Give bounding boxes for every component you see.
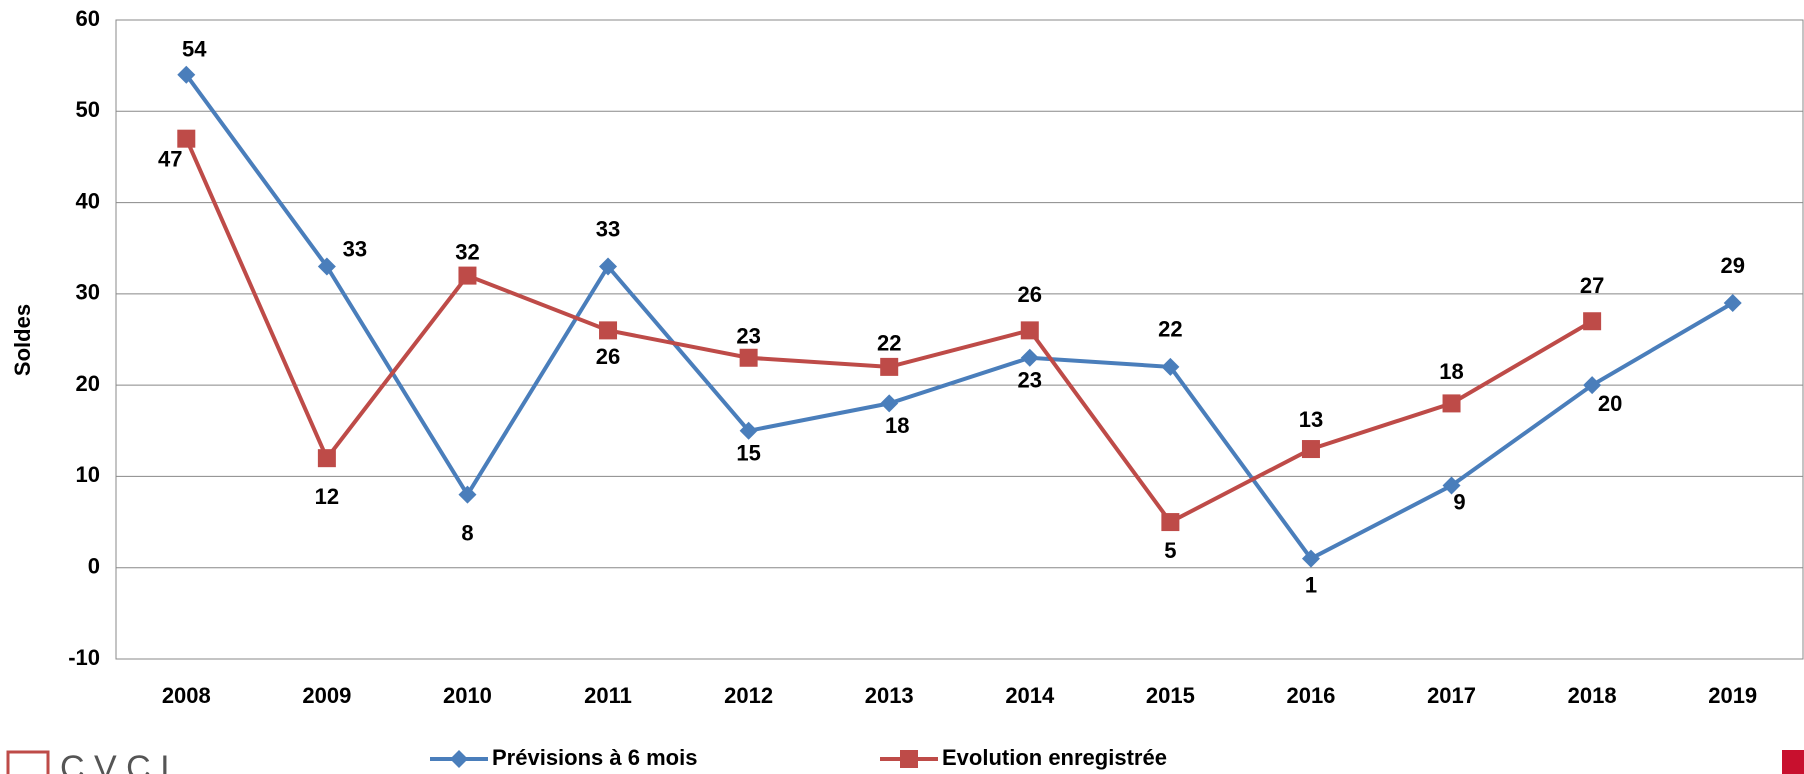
data-label: 9 [1453, 489, 1465, 514]
data-label: 33 [596, 216, 620, 241]
data-label: 18 [885, 413, 909, 438]
series-line [184, 73, 1734, 562]
marker [599, 257, 618, 276]
x-tick-label: 2011 [584, 683, 632, 708]
x-tick-label: 2016 [1286, 683, 1335, 708]
x-tick-label: 2018 [1568, 683, 1617, 708]
logo-box [6, 750, 50, 774]
data-label: 13 [1299, 407, 1323, 432]
y-tick-label: 20 [76, 371, 100, 396]
marker [450, 750, 468, 768]
data-label: 15 [736, 441, 760, 466]
y-axis-label: Soldes [10, 304, 35, 376]
x-tick-label: 2013 [865, 683, 914, 708]
marker [177, 129, 196, 148]
data-label: 18 [1439, 359, 1463, 384]
marker [177, 65, 196, 84]
marker [739, 348, 758, 367]
data-label: 47 [158, 146, 182, 171]
marker [1583, 312, 1602, 331]
data-label: 29 [1720, 253, 1744, 278]
marker [880, 357, 899, 376]
x-tick-label: 2012 [724, 683, 773, 708]
marker [900, 750, 918, 768]
marker [1020, 321, 1039, 340]
marker [458, 266, 477, 285]
x-tick-label: 2010 [443, 683, 492, 708]
marker [458, 485, 477, 504]
data-label: 1 [1305, 572, 1317, 597]
data-label: 32 [455, 239, 479, 264]
data-label: 12 [315, 484, 339, 509]
data-label: 8 [461, 520, 473, 545]
marker [599, 321, 618, 340]
marker [880, 394, 899, 413]
y-tick-label: 50 [76, 97, 100, 122]
legend-label: Prévisions à 6 mois [492, 745, 697, 770]
data-label: 22 [1158, 317, 1182, 342]
marker [1020, 348, 1039, 367]
data-label: 23 [736, 324, 760, 349]
data-label: 33 [343, 236, 367, 261]
marker [317, 449, 336, 468]
marker [1442, 394, 1461, 413]
data-label: 26 [1018, 282, 1042, 307]
legend-label: Evolution enregistrée [942, 745, 1167, 770]
marker [739, 421, 758, 440]
data-label: 54 [182, 37, 207, 62]
y-tick-label: 10 [76, 462, 100, 487]
marker [1723, 293, 1742, 312]
marker [1301, 549, 1320, 568]
data-label: 20 [1598, 391, 1622, 416]
x-tick-label: 2014 [1005, 683, 1055, 708]
y-tick-label: 40 [76, 188, 100, 213]
marker [1161, 357, 1180, 376]
plot-border [115, 19, 1804, 660]
y-tick-label: -10 [68, 645, 100, 670]
x-tick-label: 2008 [162, 683, 211, 708]
y-tick-label: 30 [76, 280, 100, 305]
data-label: 27 [1580, 273, 1604, 298]
logo: C V C I [60, 749, 170, 774]
corner-mark [1782, 750, 1804, 774]
y-tick-label: 0 [88, 554, 100, 579]
marker [1583, 376, 1602, 395]
marker [1161, 513, 1180, 532]
data-label: 26 [596, 344, 620, 369]
marker [1442, 476, 1461, 495]
x-tick-label: 2015 [1146, 683, 1195, 708]
data-label: 5 [1164, 538, 1176, 563]
data-label: 23 [1018, 368, 1042, 393]
marker [1301, 440, 1320, 459]
marker [317, 257, 336, 276]
x-tick-label: 2009 [302, 683, 351, 708]
y-tick-label: 60 [76, 6, 100, 31]
x-tick-label: 2019 [1708, 683, 1757, 708]
x-tick-label: 2017 [1427, 683, 1476, 708]
data-label: 22 [877, 331, 901, 356]
